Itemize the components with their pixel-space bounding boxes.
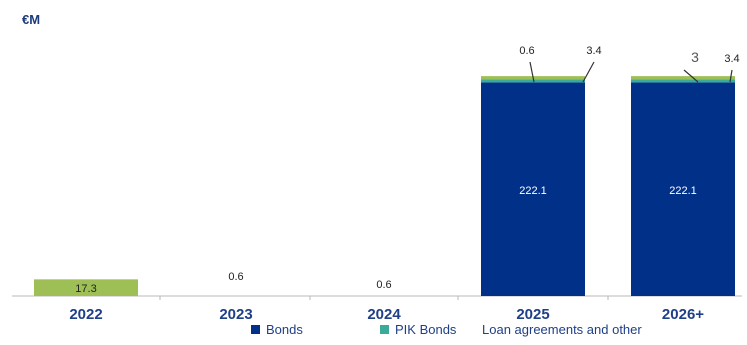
bar-2025-pik-bonds bbox=[481, 79, 585, 83]
x-tick-label: 2025 bbox=[516, 306, 549, 323]
data-label-2025-pik-bonds: 0.6 bbox=[519, 45, 534, 57]
leader-line bbox=[582, 61, 595, 83]
data-label-2026-pik-bonds: 3 bbox=[691, 49, 699, 65]
legend-label-pik-bonds: PIK Bonds bbox=[395, 322, 457, 337]
leader-line bbox=[683, 69, 699, 83]
leader-line bbox=[729, 69, 733, 83]
data-label-2023-loans: 0.6 bbox=[228, 271, 243, 283]
legend-swatch-pik-bonds bbox=[380, 325, 389, 334]
bar-2025-bonds bbox=[481, 82, 585, 296]
x-tick-label: 2026+ bbox=[662, 306, 704, 323]
bar-2026+-loans bbox=[631, 76, 735, 80]
legend-label-bonds: Bonds bbox=[266, 322, 303, 337]
legend-label-loans: Loan agreements and other bbox=[482, 322, 642, 337]
legend-swatch-bonds bbox=[251, 325, 260, 334]
leader-line bbox=[529, 61, 535, 83]
legend: Bonds PIK Bonds Loan agreements and othe… bbox=[0, 322, 747, 342]
data-label-2025-loans: 3.4 bbox=[586, 45, 601, 57]
x-tick-label: 2023 bbox=[219, 306, 252, 323]
x-tick-label: 2024 bbox=[367, 306, 401, 323]
bar-2026+-bonds bbox=[631, 82, 735, 296]
legend-item-pik-bonds: PIK Bonds bbox=[380, 322, 456, 337]
bar-2026+-pik-bonds bbox=[631, 79, 735, 83]
data-label-2024-loans: 0.6 bbox=[376, 279, 391, 291]
bar-2022-loans bbox=[34, 279, 138, 296]
data-label-2026-loans: 3.4 bbox=[724, 53, 739, 65]
unit-label: €M bbox=[22, 12, 41, 27]
x-tick-label: 2022 bbox=[69, 306, 102, 323]
legend-item-loans: Loan agreements and other bbox=[482, 322, 642, 337]
legend-item-bonds: Bonds bbox=[251, 322, 303, 337]
data-label-2026-bonds: 222.1 bbox=[669, 185, 697, 197]
data-label-2025-bonds: 222.1 bbox=[519, 185, 547, 197]
data-label-2022-loans: 17.3 bbox=[75, 283, 96, 295]
